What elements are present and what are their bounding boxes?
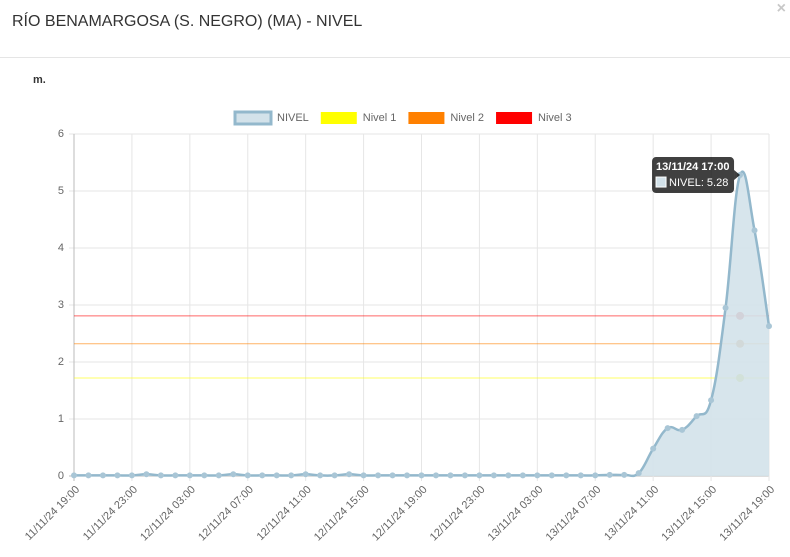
- point: [693, 413, 700, 420]
- x-tick-label: 12/11/24 23:00: [428, 484, 488, 544]
- point: [85, 472, 92, 479]
- tooltip-swatch: [655, 176, 667, 188]
- point: [114, 472, 121, 479]
- point: [766, 323, 772, 330]
- y-tick-label: 6: [58, 128, 64, 140]
- legend-label: NIVEL: [277, 112, 309, 124]
- x-tick-label: 11/11/24 19:00: [23, 484, 82, 543]
- y-tick-label: 5: [58, 185, 64, 197]
- point: [259, 472, 266, 479]
- point: [635, 470, 642, 477]
- point: [360, 472, 367, 479]
- point: [650, 445, 657, 452]
- point: [505, 472, 512, 479]
- legend-item: Nivel 1: [320, 112, 397, 124]
- y-tick-label: 1: [58, 413, 64, 425]
- close-button[interactable]: ×: [776, 0, 786, 17]
- point: [346, 471, 353, 478]
- legend-item: NIVEL: [233, 110, 309, 126]
- legend-label: Nivel 3: [538, 112, 572, 124]
- point: [143, 471, 150, 478]
- legend-swatch: [496, 112, 533, 124]
- tooltip-box: [652, 157, 735, 194]
- y-tick-label: 0: [58, 470, 64, 482]
- x-tick-label: 13/11/24 15:00: [659, 484, 719, 544]
- point: [577, 472, 584, 479]
- x-tick-label: 12/11/24 03:00: [138, 484, 198, 544]
- point: [99, 472, 106, 479]
- point: [519, 472, 526, 479]
- x-tick-label: 13/11/24 11:00: [602, 484, 661, 543]
- x-tick-label: 12/11/24 07:00: [196, 484, 256, 544]
- legend-swatch: [233, 110, 273, 126]
- point: [201, 472, 208, 479]
- legend-label: Nivel 1: [363, 112, 397, 124]
- point: [244, 472, 251, 479]
- legend-item: Nivel 2: [408, 112, 484, 124]
- point: [375, 472, 382, 479]
- point: [606, 471, 613, 478]
- modal-header: RÍO BENAMARGOSA (S. NEGRO) (MA) - NIVEL …: [0, 0, 790, 58]
- point: [548, 472, 555, 479]
- point: [172, 472, 179, 479]
- point: [288, 472, 295, 479]
- point: [331, 472, 338, 479]
- point: [404, 472, 411, 479]
- x-tick-label: 11/11/24 23:00: [81, 484, 140, 543]
- legend-item: Nivel 3: [496, 112, 572, 124]
- point: [302, 471, 309, 478]
- area: [74, 171, 769, 477]
- y-axis-label: m.: [33, 74, 46, 86]
- modal-title: RÍO BENAMARGOSA (S. NEGRO) (MA) - NIVEL: [12, 13, 363, 30]
- point: [722, 304, 729, 311]
- x-tick-label: 12/11/24 19:00: [370, 484, 430, 544]
- x-tick-label: 12/11/24 11:00: [255, 484, 314, 543]
- point: [447, 472, 454, 479]
- point: [432, 472, 439, 479]
- point: [230, 471, 237, 478]
- point: [708, 397, 715, 404]
- point: [664, 425, 671, 432]
- tooltip: 13/11/24 17:00 NIVEL: 5.28: [652, 157, 741, 194]
- point: [273, 472, 280, 479]
- point: [317, 472, 324, 479]
- point: [157, 472, 164, 479]
- y-tick-label: 2: [58, 356, 64, 368]
- tooltip-title: 13/11/24 17:00: [656, 161, 729, 173]
- legend-label: Nivel 2: [450, 112, 484, 124]
- point: [679, 426, 686, 433]
- y-tick-label: 3: [58, 299, 64, 311]
- point: [71, 472, 77, 479]
- point: [621, 471, 628, 478]
- y-tick-label: 4: [58, 242, 64, 254]
- point: [563, 472, 570, 479]
- point: [490, 472, 497, 479]
- point: [389, 472, 396, 479]
- point: [418, 472, 425, 479]
- tooltip-label: NIVEL: 5.28: [669, 177, 728, 189]
- x-tick-label: 13/11/24 07:00: [544, 484, 604, 544]
- point: [215, 472, 222, 479]
- point: [128, 472, 135, 479]
- legend-swatch: [408, 112, 445, 124]
- x-tick-label: 12/11/24 15:00: [312, 484, 372, 544]
- point: [461, 472, 468, 479]
- x-tick-label: 13/11/24 19:00: [717, 484, 777, 544]
- point: [186, 472, 193, 479]
- point: [476, 472, 483, 479]
- point: [592, 472, 599, 479]
- point: [751, 227, 758, 234]
- point: [737, 172, 744, 179]
- x-tick-label: 13/11/24 03:00: [486, 484, 546, 544]
- legend-swatch: [320, 112, 357, 124]
- tooltip-caret: [734, 170, 741, 181]
- point: [534, 472, 541, 479]
